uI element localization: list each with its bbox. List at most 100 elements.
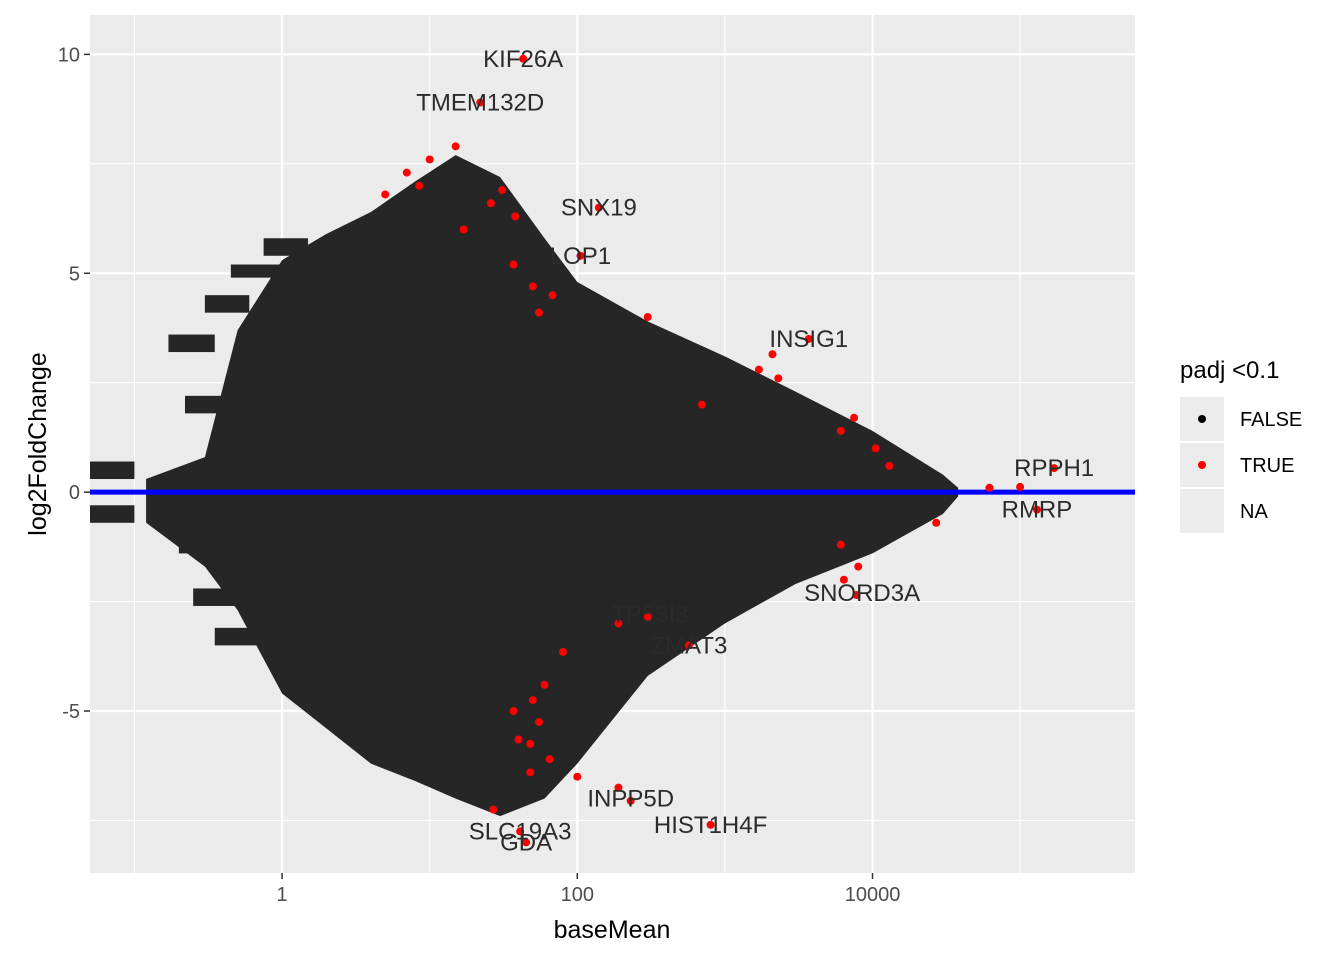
- y-tick-label: 10: [58, 44, 80, 66]
- point-significant: [459, 225, 468, 234]
- gene-label: GDA: [500, 829, 552, 856]
- point-significant: [545, 755, 554, 764]
- point-significant: [528, 282, 537, 291]
- dense-label-band: [204, 295, 250, 313]
- gene-label: ZMAT3: [650, 632, 727, 659]
- point-significant: [614, 783, 623, 792]
- legend-swatch: [1198, 415, 1206, 423]
- legend-entries: FALSE TRUE NA: [1180, 397, 1302, 533]
- point-significant: [540, 680, 549, 689]
- point-significant: [643, 313, 652, 322]
- point-significant: [684, 641, 693, 650]
- legend-swatch: [1198, 461, 1206, 469]
- dense-label-band: [184, 395, 238, 414]
- dense-label-region: [146, 155, 959, 817]
- dense-label-band: [90, 461, 135, 480]
- y-axis-title: log2FoldChange: [24, 352, 52, 535]
- point-significant: [839, 575, 848, 584]
- gene-label: TP53I3: [611, 602, 688, 629]
- gene-label: SNX19: [561, 195, 637, 222]
- point-significant: [526, 768, 535, 777]
- point-significant: [768, 350, 777, 359]
- point-significant: [476, 98, 485, 107]
- point-significant: [509, 260, 518, 269]
- gene-label: SNORD3A: [804, 580, 920, 607]
- point-significant: [425, 155, 434, 164]
- point-significant: [534, 717, 543, 726]
- point-significant: [932, 518, 941, 527]
- legend-label: FALSE: [1240, 409, 1302, 431]
- point-significant: [548, 291, 557, 300]
- gene-label: INPP5D: [587, 786, 674, 813]
- point-significant: [885, 461, 894, 470]
- point-significant: [774, 374, 783, 383]
- point-significant: [516, 827, 525, 836]
- point-significant: [415, 181, 424, 190]
- point-significant: [509, 707, 518, 716]
- point-significant: [558, 647, 567, 656]
- point-significant: [698, 400, 707, 409]
- gene-label: RPPH1: [1014, 455, 1094, 482]
- legend-label: NA: [1240, 501, 1268, 523]
- point-significant: [985, 483, 994, 492]
- point-significant: [850, 413, 859, 422]
- point-significant: [594, 203, 603, 212]
- y-tick-label: 0: [69, 482, 80, 504]
- gene-label: SLC19A3: [469, 818, 572, 845]
- x-axis-title: baseMean: [554, 916, 671, 944]
- y-axis-ticks: -5 0 5 10: [58, 44, 90, 723]
- point-significant: [498, 186, 507, 195]
- dense-label-band: [90, 505, 135, 523]
- y-tick-label: 5: [69, 263, 80, 285]
- y-tick-label: -5: [62, 701, 80, 723]
- point-significant: [486, 199, 495, 208]
- point-significant: [706, 820, 715, 829]
- gene-label: INSIG1: [769, 326, 848, 353]
- dense-label-band: [178, 535, 231, 554]
- gene-labels: KIF26A TMEM132D SNX19 LOP1 INSIG1 RPPH1 RMRP ZM…: [416, 46, 1094, 857]
- point-significant: [526, 739, 535, 748]
- x-tick-label: 100: [561, 884, 594, 906]
- dense-label-band: [214, 627, 268, 646]
- point-significant: [836, 540, 845, 549]
- legend-key: [1180, 489, 1224, 533]
- point-significant: [576, 251, 585, 260]
- point-significant: [381, 190, 390, 199]
- dense-label-band: [230, 264, 283, 278]
- point-significant: [1016, 482, 1025, 491]
- gene-label: HIST1H4F: [654, 812, 767, 839]
- point-significant: [852, 591, 861, 600]
- point-significant: [871, 444, 880, 453]
- point-significant: [1032, 505, 1041, 514]
- gene-label: LOP1: [550, 243, 611, 270]
- point-significant: [1050, 464, 1059, 473]
- point-cloud-false: [90, 155, 959, 817]
- point-significant: [614, 619, 623, 628]
- x-tick-label: 10000: [845, 884, 901, 906]
- point-significant: [573, 772, 582, 781]
- x-tick-label: 1: [276, 884, 287, 906]
- x-axis-ticks: 1 100 10000: [276, 873, 900, 906]
- gene-label: TMEM132D: [416, 90, 544, 117]
- dense-label-band: [263, 238, 309, 256]
- point-significant: [643, 612, 652, 621]
- gene-label: RMRP: [1002, 497, 1073, 524]
- legend-label: TRUE: [1240, 455, 1294, 477]
- dense-label-band: [168, 334, 215, 353]
- point-significant: [754, 365, 763, 374]
- legend: padj <0.1 FALSE TRUE NA: [1180, 357, 1302, 533]
- points-significant: [381, 54, 1059, 847]
- point-significant: [402, 168, 411, 177]
- point-significant: [534, 308, 543, 317]
- legend-title: padj <0.1: [1180, 357, 1279, 384]
- point-significant: [511, 212, 520, 221]
- point-significant: [528, 696, 537, 705]
- point-significant: [804, 334, 813, 343]
- point-significant: [854, 562, 863, 571]
- point-significant: [489, 805, 498, 814]
- point-significant: [626, 796, 635, 805]
- point-significant: [519, 54, 528, 63]
- point-significant: [836, 426, 845, 435]
- point-significant: [522, 838, 531, 847]
